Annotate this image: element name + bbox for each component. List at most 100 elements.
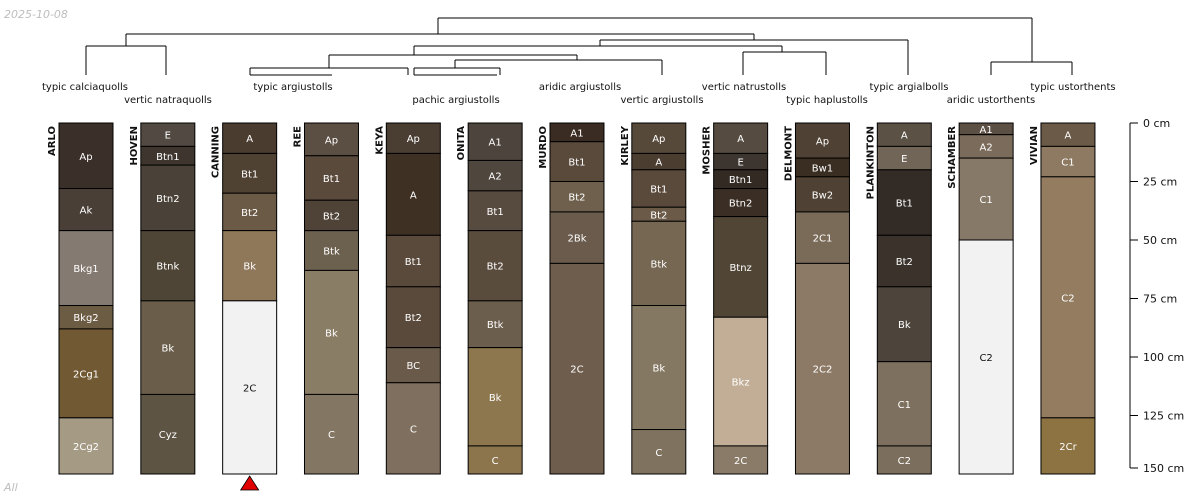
- horizon-keya-bt2: [385, 286, 441, 349]
- taxon-label: vertic natraquolls: [124, 95, 212, 106]
- horizon-label: Bt1: [323, 174, 340, 185]
- profile-mosher: A E Btn1 Btn2 Btnz Bkz 2C MOSHER: [702, 122, 769, 475]
- horizon-vivian-c1: [1040, 145, 1096, 178]
- horizon-onita-a1: [467, 122, 523, 161]
- horizon-mosher-bkz: [713, 316, 769, 447]
- profile-name: KIRLEY: [620, 125, 631, 165]
- horizon-keya-bt1: [385, 234, 441, 288]
- horizon-label: 2Bk: [567, 234, 586, 245]
- taxon-label: aridic ustorthents: [947, 95, 1035, 106]
- horizon-label: C1: [1061, 158, 1074, 169]
- horizon-label: A1: [980, 125, 993, 136]
- horizon-label: Bt2: [405, 313, 422, 324]
- horizon-label: Bt1: [487, 207, 504, 218]
- profile-delmont: Ap Bw1 Bw2 2C1 2C2 DELMONT: [783, 122, 850, 475]
- horizon-hoven-cyz: [140, 393, 196, 475]
- profile-plankinton: A E Bt1 Bt2 Bk C1 C2 PLANKINTON: [865, 122, 932, 475]
- horizon-label: Bt2: [323, 211, 340, 222]
- horizon-murdo-bt2: [549, 181, 605, 213]
- horizon-label: C2: [1061, 293, 1074, 304]
- profiles: Ap Ak Bkg1 Bkg2 2Cg1 2Cg2 ARLO E Btn1 Btn2 Btnk Bk C…: [47, 122, 1096, 475]
- axis-tick-label: 75 cm: [1143, 293, 1177, 306]
- horizon-onita-bt2: [467, 230, 523, 302]
- footer-label: All: [4, 481, 18, 494]
- horizon-keya-a: [385, 152, 441, 236]
- horizon-label: Bt1: [896, 199, 913, 210]
- horizon-label: Btnk: [156, 262, 179, 273]
- horizon-label: 2Cr: [1059, 442, 1077, 453]
- horizon-label: A1: [489, 138, 502, 149]
- horizon-label: Ap: [816, 137, 829, 148]
- horizon-onita-c: [467, 445, 523, 475]
- dendrogram: [85, 17, 1073, 76]
- horizon-hoven-btnk: [140, 230, 196, 302]
- profile-name: ARLO: [47, 126, 58, 156]
- horizon-label: Bw1: [812, 163, 833, 174]
- marker-layer: [239, 475, 260, 491]
- horizon-label: 2C: [734, 456, 747, 467]
- taxon-label: typic argiustolls: [253, 82, 332, 93]
- horizon-label: Bt1: [650, 185, 667, 196]
- horizon-label: A: [1065, 131, 1072, 142]
- horizon-onita-btk: [467, 300, 523, 349]
- profile-name: HOVEN: [129, 126, 140, 166]
- horizon-delmont-ap: [794, 122, 850, 159]
- horizon-label: Btn2: [156, 194, 179, 205]
- horizon-label: A: [901, 131, 908, 142]
- horizon-label: Ap: [652, 134, 665, 145]
- profile-name: DELMONT: [783, 126, 794, 181]
- horizon-plankinton-bt2: [876, 234, 932, 288]
- horizon-label: Bt1: [241, 169, 258, 180]
- axis-tick-label: 50 cm: [1143, 234, 1177, 247]
- depth-axis: 0 cm 25 cm 50 cm 75 cm 100 cm 125 cm 150 cm: [1129, 117, 1184, 475]
- horizon-murdo-2bk: [549, 211, 605, 264]
- profile-name: PLANKINTON: [865, 126, 876, 199]
- profile-arlo: Ap Ak Bkg1 Bkg2 2Cg1 2Cg2 ARLO: [47, 122, 114, 475]
- horizon-ree-btk: [303, 230, 359, 271]
- horizon-label: Ap: [325, 135, 338, 146]
- horizon-plankinton-c1: [876, 361, 932, 447]
- horizon-label: Bk: [243, 262, 256, 273]
- horizon-delmont-2c2: [794, 262, 850, 475]
- profile-name: ONITA: [456, 126, 467, 161]
- profile-name: VIVIAN: [1029, 126, 1040, 165]
- horizon-plankinton-c2: [876, 445, 932, 475]
- horizon-label: E: [737, 158, 743, 169]
- horizon-label: Bkz: [732, 378, 750, 389]
- horizon-vivian-2cr: [1040, 417, 1096, 475]
- profile-vivian: A C1 C2 2Cr VIVIAN: [1029, 122, 1096, 475]
- profile-name: REE: [292, 126, 303, 148]
- date-stamp: 2025-10-08: [4, 8, 68, 21]
- horizon-label: Bk: [489, 393, 502, 404]
- horizon-label: E: [901, 154, 907, 165]
- horizon-keya-bc: [385, 347, 441, 384]
- horizon-label: A: [410, 190, 417, 201]
- horizon-keya-c: [385, 382, 441, 475]
- horizon-murdo-2c: [549, 262, 605, 475]
- horizon-label: 2C: [570, 365, 583, 376]
- horizon-label: 2C: [243, 383, 256, 394]
- horizon-ree-bk: [303, 269, 359, 395]
- horizon-kirley-bt1: [631, 169, 687, 208]
- horizon-label: Bt2: [241, 208, 258, 219]
- horizon-label: Btn1: [729, 175, 752, 186]
- horizon-label: A1: [570, 128, 583, 139]
- horizon-label: C1: [979, 195, 992, 206]
- horizon-label: C: [328, 430, 335, 441]
- profile-name: CANNING: [211, 126, 222, 178]
- horizon-mosher-btnz: [713, 216, 769, 318]
- horizon-label: Btk: [487, 320, 504, 331]
- horizon-keya-ap: [385, 122, 441, 154]
- horizon-mosher-a: [713, 122, 769, 154]
- profile-keya: Ap A Bt1 Bt2 BC C KEYA: [374, 122, 441, 475]
- marker-triangle: [239, 475, 260, 491]
- horizon-arlo-ap: [58, 122, 114, 190]
- profile-name: MURDO: [538, 126, 549, 169]
- horizon-vivian-c2: [1040, 176, 1096, 419]
- horizon-label: A2: [980, 142, 993, 153]
- horizon-label: Ap: [407, 134, 420, 145]
- horizon-hoven-btn2: [140, 164, 196, 232]
- taxon-label: typic haplustolls: [786, 95, 868, 106]
- horizon-label: Bt2: [568, 193, 585, 204]
